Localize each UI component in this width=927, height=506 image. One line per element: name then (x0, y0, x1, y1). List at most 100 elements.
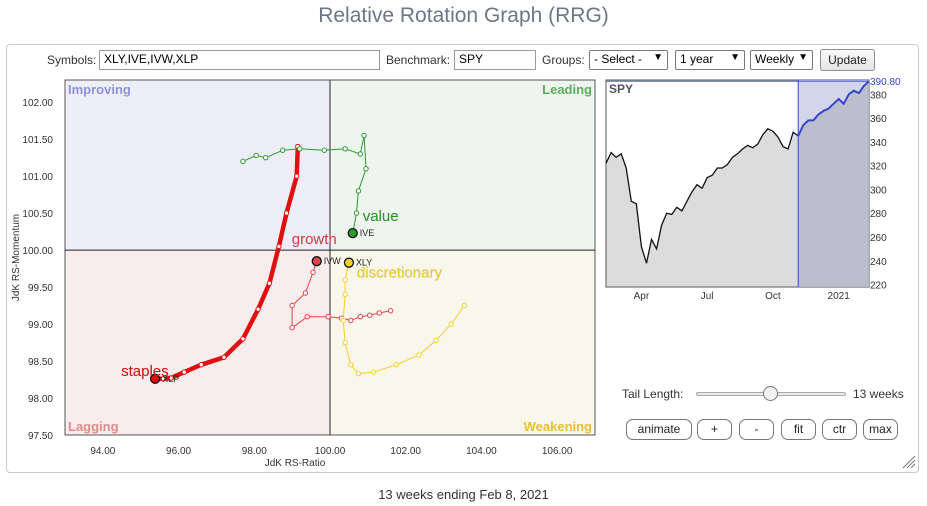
center-button[interactable]: ctr (822, 419, 857, 440)
series-point-xlp (293, 173, 300, 179)
series-point-xly (342, 339, 348, 346)
x-tick-label: 102.00 (390, 446, 421, 457)
spy-last-value-label: 390.80 (870, 77, 901, 88)
zoom-in-button[interactable]: + (697, 419, 732, 440)
chevron-down-icon: ▼ (653, 52, 663, 63)
spy-price-line (605, 127, 799, 264)
animate-button[interactable]: animate (626, 419, 692, 440)
series-point-ivw (289, 302, 295, 309)
y-axis-label: JdK RS-Momentum (11, 214, 22, 301)
series-point-xly (348, 362, 354, 368)
series-point-ivw (376, 310, 382, 316)
tail-length-label: Tail Length: (622, 387, 684, 401)
spy-highlight-region (798, 80, 869, 287)
series-point-ive (262, 154, 269, 161)
series-point-ivw (304, 313, 310, 320)
y-tick-label: 98.50 (28, 357, 53, 368)
frequency-select[interactable]: Weekly ▼ (750, 50, 813, 70)
benchmark-label: Benchmark: (386, 53, 451, 67)
spy-x-tick-label: 2021 (828, 291, 851, 302)
spy-y-tick-label: 300 (870, 185, 887, 196)
series-point-xly (393, 362, 399, 368)
y-tick-label: 98.00 (28, 394, 53, 405)
series-name-label: staples (121, 363, 169, 380)
update-button[interactable]: Update (820, 49, 875, 71)
series-point-xly (342, 276, 348, 283)
series-name-label: discretionary (357, 265, 443, 282)
series-point-xly (433, 337, 439, 344)
quadrant-label-lagging: Lagging (68, 419, 119, 434)
resize-grip-icon[interactable] (902, 455, 916, 469)
spy-price-line-tail (797, 80, 870, 137)
spy-y-tick-label: 320 (870, 162, 887, 173)
y-tick-label: 101.50 (22, 135, 53, 146)
groups-select-value: - Select - (594, 52, 643, 66)
series-point-xly (461, 302, 468, 309)
series-point-xlp (255, 306, 261, 312)
series-point-ivw (357, 313, 363, 320)
x-tick-label: 104.00 (466, 446, 497, 457)
series-point-xlp (283, 210, 290, 216)
series-point-ive (355, 188, 362, 194)
tail-length-value: 13 weeks (853, 387, 904, 401)
series-head-ivw (311, 256, 322, 267)
y-tick-label: 100.00 (22, 246, 53, 257)
series-point-xlp (160, 376, 167, 382)
spy-y-tick-label: 280 (870, 209, 887, 220)
series-point-xly (355, 370, 362, 377)
groups-label: Groups: (542, 53, 585, 67)
series-head-xly (343, 257, 355, 268)
spy-x-tick-label: Apr (634, 291, 650, 302)
y-tick-label: 97.50 (28, 431, 53, 442)
series-point-ive (321, 147, 328, 153)
series-point-xly (340, 317, 346, 324)
series-point-ive (240, 158, 246, 165)
groups-select[interactable]: - Select - ▼ (589, 50, 668, 70)
series-point-ive (353, 210, 360, 216)
period-select[interactable]: 1 year ▼ (675, 50, 745, 70)
spy-y-tick-label: 340 (870, 138, 887, 149)
y-tick-label: 102.00 (22, 98, 53, 109)
series-point-ive (279, 147, 286, 153)
x-tick-label: 100.00 (315, 446, 346, 457)
series-point-xlp (276, 243, 282, 250)
spy-y-tick-label: 240 (870, 257, 887, 268)
series-point-ivw (310, 269, 316, 275)
symbols-input[interactable]: XLY,IVE,IVW,XLP (99, 50, 380, 70)
footer-caption: 13 weeks ending Feb 8, 2021 (378, 487, 549, 502)
x-tick-label: 96.00 (166, 446, 191, 457)
x-axis-label: JdK RS-Ratio (265, 458, 326, 469)
series-point-ivw (289, 325, 295, 331)
tail-length-slider-thumb[interactable] (763, 386, 778, 401)
series-point-ivw (367, 312, 373, 318)
series-point-ive (253, 152, 259, 159)
series-point-xlp (181, 369, 187, 375)
fit-button[interactable]: fit (781, 419, 816, 440)
x-tick-label: 94.00 (90, 446, 115, 457)
max-button[interactable]: max (863, 419, 898, 440)
period-select-value: 1 year (680, 52, 714, 66)
zoom-out-button[interactable]: - (739, 419, 774, 440)
page-title: Relative Rotation Graph (RRG) (318, 4, 609, 27)
series-point-xly (448, 321, 454, 327)
y-tick-label: 99.00 (28, 320, 53, 331)
series-point-ive (342, 146, 348, 152)
y-tick-label: 99.50 (28, 283, 53, 294)
series-point-xlp (168, 375, 174, 381)
quadrant-label-weakening: Weakening (524, 419, 592, 434)
series-symbol-label: IVE (360, 228, 375, 238)
benchmark-input[interactable]: SPY (454, 50, 536, 70)
x-tick-label: 98.00 (242, 446, 267, 457)
series-point-xlp (198, 362, 204, 368)
leading-quadrant (330, 80, 595, 251)
series-name-label: growth (292, 231, 337, 248)
chevron-down-icon: ▼ (798, 52, 808, 63)
y-tick-label: 101.00 (22, 172, 53, 183)
series-point-xlp (266, 280, 273, 287)
series-point-xly (342, 291, 348, 298)
spy-y-tick-label: 220 (870, 281, 887, 292)
series-point-ive (297, 146, 303, 152)
lagging-quadrant (65, 250, 330, 435)
series-point-xlp (221, 354, 227, 361)
quadrant-label-improving: Improving (68, 82, 131, 97)
